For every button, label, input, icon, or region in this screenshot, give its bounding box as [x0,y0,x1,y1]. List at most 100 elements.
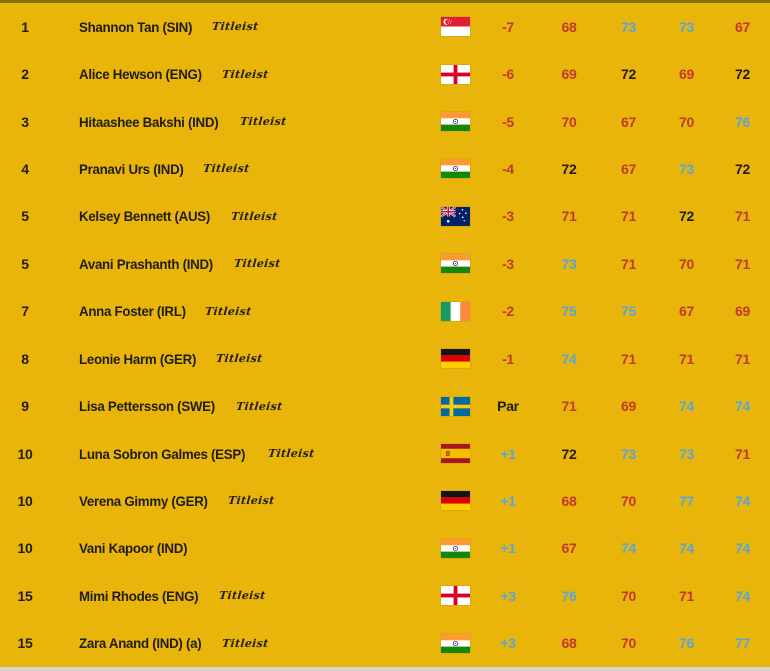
round-2-score: 73 [621,18,636,35]
top-border [0,0,770,3]
position-number: 3 [21,113,29,130]
titleist-logo: Titleist [221,67,270,81]
round-1-score: 68 [561,635,577,652]
position-number: 10 [17,492,33,509]
player-cell: Verena Gimmy (GER) Titleist [50,493,433,509]
round-1-score: 71 [561,398,577,415]
player-name: Kelsey Bennett (AUS) [79,208,211,225]
round-3-score: 71 [679,587,694,604]
round-2-score: 67 [621,160,636,177]
score-to-par: +1 [500,492,516,509]
titleist-logo: Titleist [267,447,315,460]
round-2-score: 71 [621,350,636,367]
titleist-logo: Titleist [204,304,253,318]
titleist-logo: Titleist [227,494,276,508]
round-4-score: 76 [735,113,750,130]
leaderboard-row[interactable]: 9 Lisa Pettersson (SWE) Titleist Par 71 69 74… [0,382,770,429]
leaderboard-row[interactable]: 15 Zara Anand (IND) (a) Titleist +3 68 70 76 7… [0,619,770,666]
leaderboard-row[interactable]: 2 Alice Hewson (ENG) Titleist -6 69 72 69 72 [0,50,770,97]
player-name: Shannon Tan (SIN) [79,18,193,35]
round-1-score: 70 [561,113,577,130]
player-cell: Hitaashee Bakshi (IND) Titleist [50,114,433,130]
score-to-par: -1 [502,350,514,367]
round-2-score: 74 [621,540,636,557]
round-4-score: 77 [735,635,750,652]
score-to-par: +1 [500,445,516,462]
round-4-score: 72 [735,66,750,83]
flag-sin-icon [433,17,477,37]
score-to-par: -5 [502,113,514,130]
position-number: 2 [21,66,29,83]
round-2-score: 70 [621,635,636,652]
player-name: Mimi Rhodes (ENG) [79,587,199,604]
position-number: 5 [21,255,29,272]
round-4-score: 69 [735,303,750,320]
round-4-score: 74 [735,540,750,557]
leaderboard-row[interactable]: 15 Mimi Rhodes (ENG) Titleist +3 76 70 71 74 [0,572,770,619]
flag-irl-icon [433,301,477,321]
bottom-strip [0,667,770,671]
round-4-score: 71 [735,350,750,367]
round-2-score: 69 [621,398,636,415]
round-2-score: 67 [621,113,636,130]
player-name: Avani Prashanth (IND) [79,255,213,272]
leaderboard-row[interactable]: 5 Avani Prashanth (IND) Titleist -3 73 71 70 7… [0,240,770,287]
round-2-score: 72 [621,66,636,83]
score-to-par: -4 [502,160,514,177]
leaderboard-row[interactable]: 10 Luna Sobron Galmes (ESP) Titleist +1 72 7… [0,430,770,477]
leaderboard-row[interactable]: 10 Vani Kapoor (IND) +1 67 74 74 74 [0,525,770,572]
round-3-score: 67 [679,303,694,320]
player-name: Hitaashee Bakshi (IND) [79,113,219,130]
flag-ger-icon [433,349,477,369]
titleist-logo: Titleist [202,162,251,176]
position-number: 9 [21,398,29,415]
flag-ind-icon [433,633,477,653]
round-3-score: 70 [679,255,694,272]
round-3-score: 71 [679,350,694,367]
round-3-score: 74 [679,398,694,415]
titleist-logo: Titleist [217,589,266,603]
player-cell: Leonie Harm (GER) Titleist [50,351,433,367]
player-cell: Anna Foster (IRL) Titleist [50,303,433,319]
flag-esp-icon [433,444,477,463]
round-3-score: 76 [679,635,694,652]
round-2-score: 71 [621,208,636,225]
flag-swe-icon [433,396,477,416]
round-4-score: 74 [735,492,750,509]
round-4-score: 71 [735,208,750,225]
position-number: 8 [21,350,29,367]
titleist-logo: Titleist [238,115,287,129]
leaderboard-row[interactable]: 3 Hitaashee Bakshi (IND) Titleist -5 70 67 70… [0,98,770,145]
player-name: Alice Hewson (ENG) [79,66,202,83]
score-to-par: -2 [502,303,514,320]
round-1-score: 75 [561,303,577,320]
round-3-score: 77 [679,492,694,509]
round-1-score: 72 [561,160,577,177]
position-number: 15 [17,635,33,652]
player-cell: Alice Hewson (ENG) Titleist [50,66,433,82]
player-cell: Zara Anand (IND) (a) Titleist [50,635,433,651]
player-name: Vani Kapoor (IND) [79,540,188,557]
player-name: Lisa Pettersson (SWE) [79,398,215,415]
leaderboard-row[interactable]: 10 Verena Gimmy (GER) Titleist +1 68 70 77 74 [0,477,770,524]
titleist-logo: Titleist [221,636,269,650]
round-1-score: 68 [561,18,577,35]
round-4-score: 71 [735,255,750,272]
score-to-par: -3 [502,255,514,272]
leaderboard-row[interactable]: 7 Anna Foster (IRL) Titleist -2 75 75 67 69 [0,288,770,335]
round-1-score: 69 [561,66,577,83]
round-3-score: 73 [679,445,694,462]
leaderboard-row[interactable]: 1 Shannon Tan (SIN) Titleist -7 68 73 73 67 [0,3,770,50]
leaderboard-row[interactable]: 4 Pranavi Urs (IND) Titleist -4 72 67 73 72 [0,145,770,192]
round-1-score: 74 [561,350,577,367]
flag-eng-icon [433,586,477,606]
position-number: 4 [21,160,29,177]
leaderboard-row[interactable]: 5 Kelsey Bennett (AUS) Titleist -3 71 71 72 71 [0,193,770,240]
score-to-par: -3 [502,208,514,225]
score-to-par: Par [497,398,519,415]
leaderboard-row[interactable]: 8 Leonie Harm (GER) Titleist -1 74 71 71 71 [0,335,770,382]
round-1-score: 68 [561,492,577,509]
position-number: 1 [21,18,29,35]
round-1-score: 67 [561,540,577,557]
position-number: 15 [17,587,33,604]
